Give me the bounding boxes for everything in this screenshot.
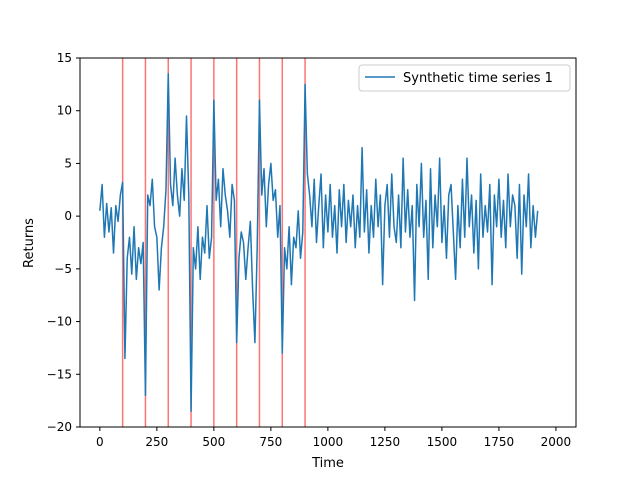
x-tick-label: 0: [96, 435, 104, 449]
y-tick-label: 0: [64, 209, 72, 223]
legend-label: Synthetic time series 1: [403, 71, 553, 86]
y-tick-label: −10: [47, 315, 72, 329]
plot-area: [80, 58, 576, 427]
y-tick-label: 10: [57, 104, 72, 118]
legend-box: [358, 64, 571, 92]
y-axis-label: Returns: [22, 218, 37, 268]
x-axis: 0 250 500 750 1000 1250 1500 1750 2000: [96, 427, 571, 449]
series-line: [99, 73, 539, 412]
x-tick-label: 1500: [427, 435, 458, 449]
y-tick-label: −20: [47, 420, 72, 434]
x-axis-label: Time: [311, 456, 344, 471]
x-tick-label: 250: [145, 435, 168, 449]
x-tick-label: 1000: [313, 435, 344, 449]
y-tick-label: −5: [54, 262, 72, 276]
legend: Synthetic time series 1: [358, 64, 571, 92]
y-tick-label: −15: [47, 367, 72, 381]
y-tick-label: 5: [64, 156, 72, 170]
x-tick-label: 500: [202, 435, 225, 449]
y-tick-label: 15: [57, 51, 72, 65]
y-axis: −20 −15 −10 −5 0 5 10 15: [47, 51, 80, 434]
x-tick-label: 1750: [484, 435, 515, 449]
x-tick-label: 2000: [541, 435, 572, 449]
x-tick-label: 1250: [370, 435, 401, 449]
x-tick-label: 750: [259, 435, 282, 449]
